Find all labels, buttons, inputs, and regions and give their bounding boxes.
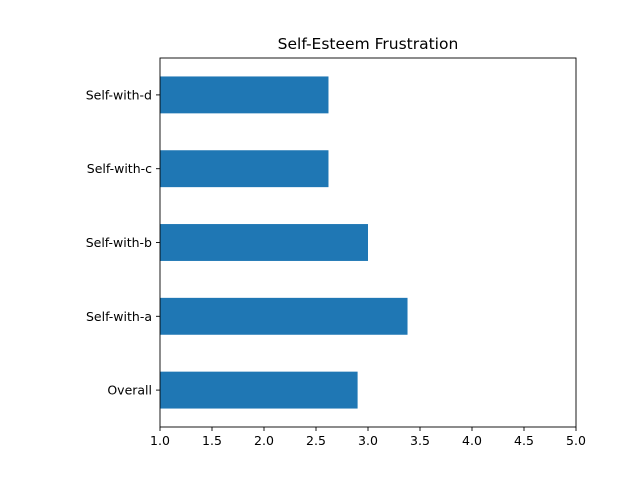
x-tick-label: 4.0 [462,433,482,448]
y-tick-label: Self-with-c [87,161,152,176]
x-tick-label: 5.0 [566,433,586,448]
bar-self-with-b [160,224,368,261]
x-tick-label: 2.5 [306,433,326,448]
bar-overall [160,371,358,409]
chart-title: Self-Esteem Frustration [278,35,459,53]
bar-self-with-a [160,297,408,335]
bar-self-with-d [160,76,329,114]
x-tick-label: 2.0 [254,433,274,448]
y-tick-label: Self-with-b [86,235,152,250]
x-tick-label: 4.5 [514,433,534,448]
x-tick-label: 1.0 [150,433,170,448]
x-tick-label: 3.5 [410,433,430,448]
y-tick-label: Self-with-d [86,87,152,102]
x-tick-label: 1.5 [202,433,222,448]
y-tick-label: Self-with-a [86,309,152,324]
y-tick-label: Overall [107,383,152,398]
bar-self-with-c [160,150,329,188]
x-tick-label: 3.0 [358,433,378,448]
